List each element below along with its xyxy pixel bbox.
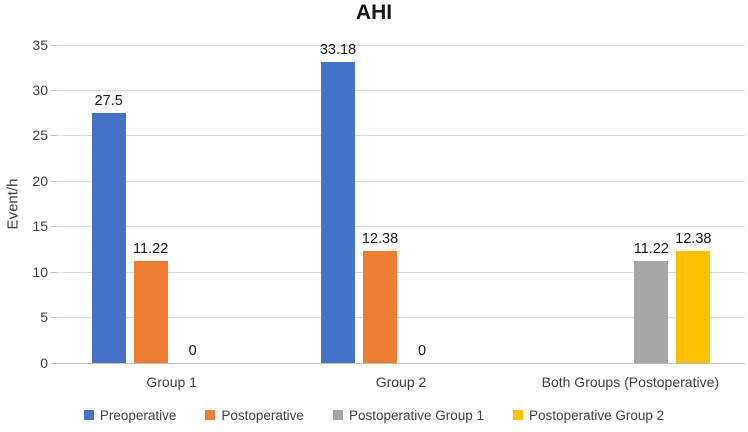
bar-preoperative — [321, 61, 355, 363]
legend-label: Postoperative Group 1 — [348, 407, 485, 423]
legend-swatch — [332, 410, 343, 420]
bar-postoperative-group-1 — [634, 261, 669, 363]
legend-swatch — [83, 410, 94, 420]
bar-value-label: 33.18 — [319, 41, 357, 58]
legend-label: Postoperative Group 2 — [529, 407, 665, 423]
y-tick-label: 15 — [32, 218, 48, 235]
y-tick-label: 10 — [32, 263, 48, 280]
legend: Preoperative Postoperative Postoperative G… — [0, 404, 748, 426]
y-tick-mark — [51, 226, 57, 228]
bar-postoperative-group-2 — [676, 250, 711, 363]
y-tick-label: 5 — [40, 309, 48, 326]
category-label: Both Groups (Postoperative) — [541, 374, 720, 390]
chart-title: AHI — [355, 1, 393, 24]
bar-postoperative — [363, 250, 397, 363]
y-tick-label: 35 — [32, 36, 48, 53]
y-tick-mark — [51, 89, 57, 91]
category-label: Group 2 — [375, 374, 427, 390]
legend-swatch — [513, 410, 524, 420]
legend-swatch — [205, 410, 216, 420]
gridline — [57, 226, 745, 228]
legend-label: Postoperative — [221, 407, 304, 423]
y-tick-mark — [51, 362, 57, 364]
y-tick-mark — [51, 44, 57, 46]
bar-value-label: 12.38 — [361, 230, 399, 247]
y-tick-mark — [51, 135, 57, 137]
gridline — [57, 317, 745, 319]
bar-value-label: 0 — [417, 343, 427, 359]
bar-value-label: 27.5 — [94, 93, 123, 110]
gridline — [57, 89, 745, 91]
y-tick-mark — [51, 317, 57, 319]
y-tick-label: 25 — [32, 127, 48, 144]
gridline — [57, 135, 745, 137]
bar-preoperative — [91, 113, 126, 363]
legend-item: Postoperative Group 2 — [513, 408, 664, 423]
x-axis-line — [57, 362, 745, 364]
bar-value-label: 11.22 — [633, 241, 669, 258]
y-tick-label: 20 — [32, 172, 48, 189]
bar-postoperative — [133, 261, 168, 363]
bar-value-label: 12.38 — [675, 230, 712, 247]
gridline — [57, 271, 745, 273]
legend-item: Postoperative Group 1 — [332, 407, 485, 423]
bar-value-label: 0 — [188, 343, 197, 359]
legend-item: Postoperative — [205, 408, 304, 423]
y-tick-label: 30 — [32, 81, 48, 98]
y-tick-mark — [51, 271, 57, 273]
y-tick-label: 0 — [40, 354, 48, 371]
legend-item: Preoperative — [83, 407, 177, 423]
gridline — [57, 44, 745, 46]
gridline — [57, 180, 745, 182]
legend-label: Preoperative — [99, 407, 177, 423]
category-label: Group 1 — [146, 374, 197, 390]
y-tick-mark — [51, 180, 57, 182]
bar-value-label: 11.22 — [133, 241, 169, 258]
